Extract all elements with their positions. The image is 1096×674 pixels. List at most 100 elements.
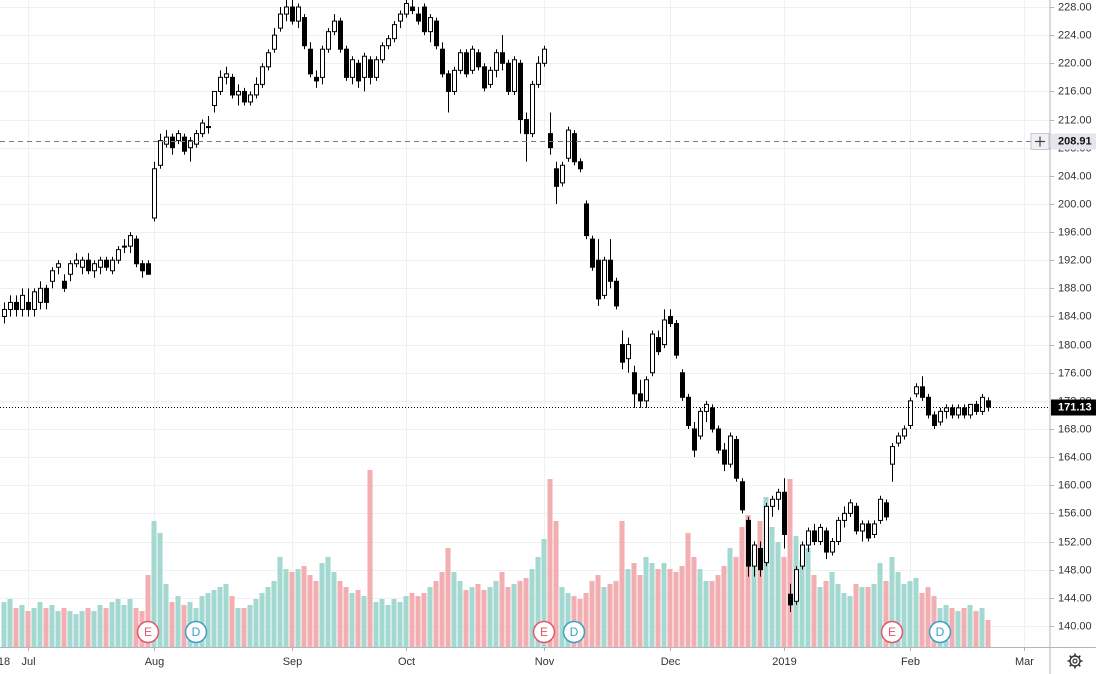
- volume-bar: [679, 566, 685, 647]
- candle-body: [854, 505, 859, 532]
- candle-body: [908, 400, 913, 426]
- volume-bar: [769, 527, 775, 647]
- y-tick-label: 156.00: [1058, 507, 1092, 519]
- candle-body: [14, 301, 19, 310]
- event-marker: [184, 620, 208, 644]
- volume-bar: [745, 515, 751, 647]
- candle-body: [866, 523, 871, 539]
- candle-body: [278, 13, 283, 29]
- y-tick-label: 224.00: [1058, 29, 1092, 41]
- candle-body: [500, 52, 505, 64]
- candle-body: [518, 62, 523, 121]
- candle-body: [416, 13, 421, 22]
- candle-body: [746, 519, 751, 567]
- volume-bar: [343, 587, 349, 647]
- volume-bar: [127, 599, 133, 647]
- volume-bar: [337, 581, 343, 647]
- volume-bar: [457, 581, 463, 647]
- candle-body: [20, 294, 25, 310]
- candle-body: [356, 62, 361, 82]
- volume-bar: [301, 566, 307, 647]
- volume-bar: [589, 581, 595, 647]
- candle-body: [926, 396, 931, 416]
- candle-body: [326, 31, 331, 50]
- event-label: E: [540, 625, 548, 639]
- volume-bar: [271, 581, 277, 647]
- candle-body: [482, 66, 487, 89]
- candle-body: [152, 168, 157, 219]
- volume-bar: [247, 605, 253, 647]
- candle-body: [200, 122, 205, 135]
- volume-bar: [619, 521, 625, 647]
- candle-body: [626, 344, 631, 360]
- event-marker: [136, 620, 160, 644]
- candle-body: [812, 530, 817, 543]
- volume-bar: [157, 533, 163, 647]
- candle-body: [566, 129, 571, 159]
- candle-body: [692, 428, 697, 451]
- crosshair-price-box: [1051, 133, 1096, 150]
- volume-bar: [91, 611, 97, 647]
- y-tick-label: 168.00: [1058, 423, 1092, 435]
- settings-icon[interactable]: [1067, 653, 1083, 669]
- volume-bar: [61, 608, 67, 647]
- volume-bar: [121, 605, 127, 647]
- candle-body: [572, 133, 577, 163]
- candle-body: [176, 133, 181, 142]
- event-marker: [562, 620, 586, 644]
- candle-body: [110, 259, 115, 272]
- candle-body: [710, 407, 715, 430]
- volume-bar: [847, 596, 853, 647]
- candle-body: [674, 323, 679, 356]
- volume-bar: [277, 557, 283, 647]
- candle-body: [92, 263, 97, 272]
- volume-bar: [775, 542, 781, 647]
- y-tick-label: 212.00: [1058, 114, 1092, 126]
- x-tick-label: Mar: [1015, 656, 1034, 668]
- candle-body: [950, 407, 955, 416]
- volume-bar: [463, 590, 469, 647]
- volume-bar: [295, 569, 301, 647]
- volume-bar: [103, 608, 109, 647]
- volume-bar: [31, 608, 37, 647]
- volume-bar: [319, 563, 325, 647]
- candle-body: [428, 17, 433, 33]
- candle-body: [362, 55, 367, 78]
- x-tick-label: Nov: [535, 656, 555, 668]
- volume-bar: [583, 593, 589, 647]
- candle-body: [338, 20, 343, 50]
- candle-body: [290, 6, 295, 22]
- candle-body: [116, 249, 121, 261]
- volume-bar: [895, 572, 901, 647]
- candle-body: [194, 133, 199, 145]
- volume-bar: [871, 584, 877, 647]
- volume-bar: [379, 599, 385, 647]
- candle-body: [260, 66, 265, 85]
- volume-bar: [565, 593, 571, 647]
- volume-bar: [751, 551, 757, 647]
- candle-body: [758, 548, 763, 571]
- event-label: E: [144, 625, 152, 639]
- candle-body: [230, 76, 235, 96]
- volume-bar: [805, 548, 811, 647]
- candle-body: [128, 235, 133, 247]
- volume-bar: [7, 599, 13, 647]
- volume-bar: [253, 599, 259, 647]
- candle-body: [146, 263, 151, 275]
- candle-body: [896, 435, 901, 444]
- candle-body: [512, 59, 517, 92]
- candle-body: [62, 280, 67, 289]
- candle-body: [308, 48, 313, 75]
- candle-body: [80, 259, 85, 268]
- volume-bar: [535, 557, 541, 647]
- candle-body: [170, 136, 175, 149]
- y-tick-label: 148.00: [1058, 564, 1092, 576]
- candle-body: [26, 301, 31, 310]
- volume-bar: [961, 608, 967, 647]
- volume-bar: [955, 611, 961, 647]
- y-tick-label: 204.00: [1058, 170, 1092, 182]
- volume-bar: [631, 563, 637, 647]
- candle-body: [776, 491, 781, 500]
